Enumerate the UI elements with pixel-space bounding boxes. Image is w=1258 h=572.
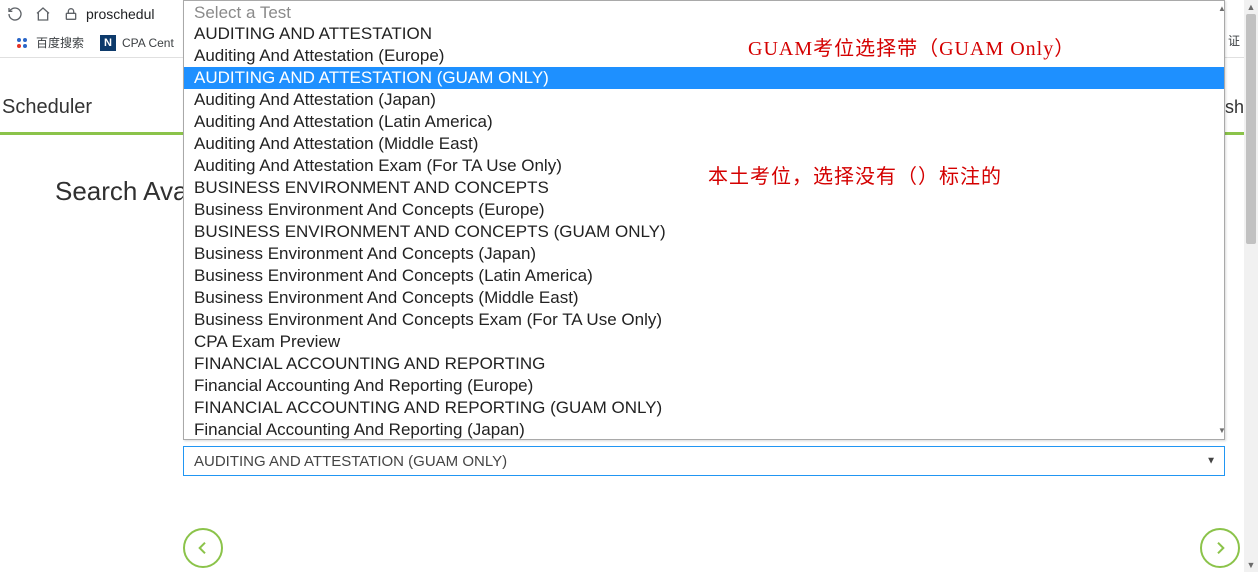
url-text: proschedul	[86, 6, 155, 22]
listbox-option[interactable]: Business Environment And Concepts (Middl…	[184, 287, 1224, 309]
listbox-option[interactable]: Financial Accounting And Reporting (Japa…	[184, 419, 1224, 439]
listbox-option[interactable]: Auditing And Attestation Exam (For TA Us…	[184, 155, 1224, 177]
listbox-option[interactable]: AUDITING AND ATTESTATION	[184, 23, 1224, 45]
listbox-option[interactable]: Business Environment And Concepts (Japan…	[184, 243, 1224, 265]
bookmark-baidu[interactable]: 百度搜索	[14, 34, 84, 51]
listbox-placeholder: Select a Test	[184, 1, 1224, 23]
baidu-icon	[14, 35, 30, 51]
test-select-value: AUDITING AND ATTESTATION (GUAM ONLY)	[194, 453, 507, 470]
listbox-option[interactable]: Business Environment And Concepts Exam (…	[184, 309, 1224, 331]
listbox-scrollbar[interactable]: ▲ ▼	[1218, 5, 1222, 435]
listbox-option[interactable]: AUDITING AND ATTESTATION (GUAM ONLY)	[184, 67, 1224, 89]
page-scrollbar[interactable]: ▲ ▼	[1244, 0, 1258, 572]
scroll-track[interactable]	[1244, 14, 1258, 558]
bookmark-cpa[interactable]: N CPA Cent	[100, 35, 174, 51]
scroll-down-icon[interactable]: ▼	[1244, 558, 1258, 572]
listbox-option[interactable]: Business Environment And Concepts (Latin…	[184, 265, 1224, 287]
prev-button[interactable]	[183, 528, 223, 568]
listbox-option[interactable]: Business Environment And Concepts (Europ…	[184, 199, 1224, 221]
scroll-up-icon[interactable]: ▲	[1218, 5, 1222, 13]
reload-icon[interactable]	[6, 5, 24, 23]
scroll-thumb[interactable]	[1246, 14, 1256, 244]
section-title: Search Ava	[55, 176, 188, 207]
scroll-up-icon[interactable]: ▲	[1244, 0, 1258, 14]
page-title-fragment: Scheduler	[0, 96, 92, 119]
listbox-option[interactable]: Auditing And Attestation (Europe)	[184, 45, 1224, 67]
address-bar[interactable]: proschedul	[62, 5, 155, 23]
listbox-option[interactable]: CPA Exam Preview	[184, 331, 1224, 353]
home-icon[interactable]	[34, 5, 52, 23]
bookmark-label: CPA Cent	[122, 36, 174, 50]
tab-fragment-right: 证	[1228, 32, 1240, 49]
lock-icon	[62, 5, 80, 23]
scroll-down-icon[interactable]: ▼	[1218, 427, 1222, 435]
test-select[interactable]: AUDITING AND ATTESTATION (GUAM ONLY) ▼	[183, 446, 1225, 476]
next-button[interactable]	[1200, 528, 1240, 568]
listbox-option[interactable]: Auditing And Attestation (Japan)	[184, 89, 1224, 111]
listbox-option[interactable]: Financial Accounting And Reporting (Euro…	[184, 375, 1224, 397]
listbox-option[interactable]: FINANCIAL ACCOUNTING AND REPORTING	[184, 353, 1224, 375]
listbox-option[interactable]: FINANCIAL ACCOUNTING AND REPORTING (GUAM…	[184, 397, 1224, 419]
listbox-option[interactable]: BUSINESS ENVIRONMENT AND CONCEPTS	[184, 177, 1224, 199]
n-icon: N	[100, 35, 116, 51]
listbox-option[interactable]: Auditing And Attestation (Middle East)	[184, 133, 1224, 155]
listbox-option[interactable]: BUSINESS ENVIRONMENT AND CONCEPTS (GUAM …	[184, 221, 1224, 243]
test-select-listbox[interactable]: Select a TestAUDITING AND ATTESTATIONAud…	[183, 0, 1225, 440]
chevron-down-icon: ▼	[1206, 456, 1216, 467]
bookmark-label: 百度搜索	[36, 34, 84, 51]
listbox-option[interactable]: Auditing And Attestation (Latin America)	[184, 111, 1224, 133]
